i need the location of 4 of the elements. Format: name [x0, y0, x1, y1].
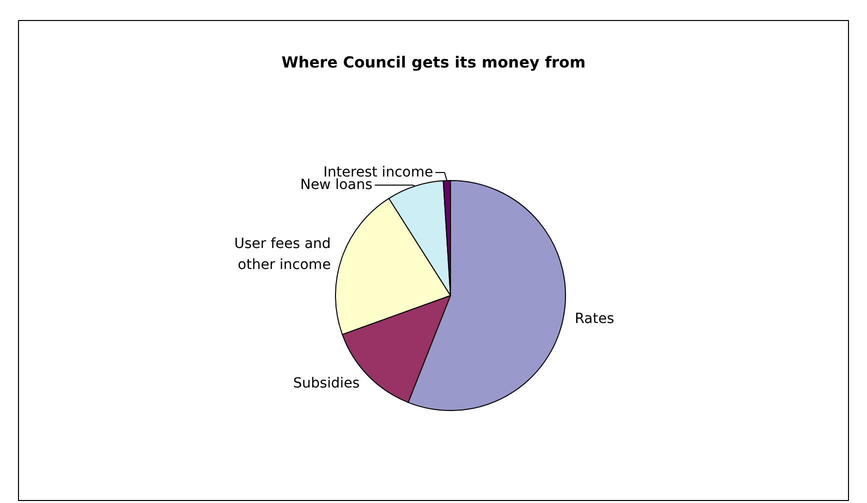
- slice-label: User fees and other income: [234, 236, 331, 273]
- slice-label: Subsidies: [293, 376, 360, 392]
- slice-label: Rates: [574, 311, 614, 328]
- chart-title: Where Council gets its money from: [281, 54, 586, 72]
